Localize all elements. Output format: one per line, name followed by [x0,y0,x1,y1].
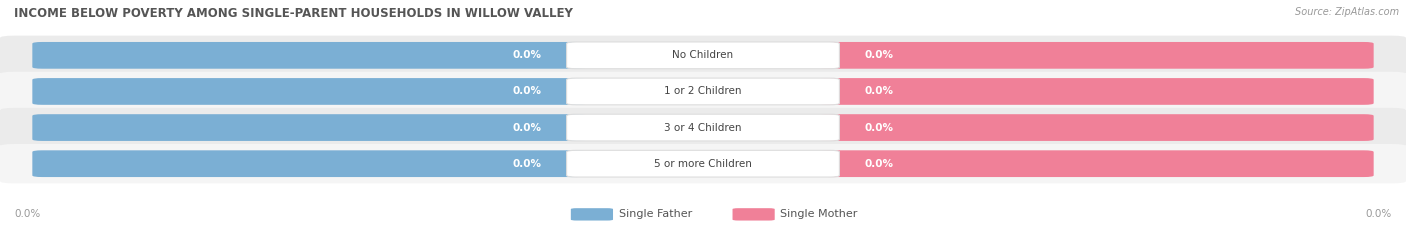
Text: 0.0%: 0.0% [513,50,541,60]
FancyBboxPatch shape [32,150,586,177]
Text: Single Mother: Single Mother [780,209,858,219]
Text: 3 or 4 Children: 3 or 4 Children [664,123,742,133]
FancyBboxPatch shape [820,78,1374,105]
FancyBboxPatch shape [571,208,613,220]
Text: INCOME BELOW POVERTY AMONG SINGLE-PARENT HOUSEHOLDS IN WILLOW VALLEY: INCOME BELOW POVERTY AMONG SINGLE-PARENT… [14,7,572,20]
FancyBboxPatch shape [567,42,839,69]
FancyBboxPatch shape [32,78,586,105]
Text: 0.0%: 0.0% [865,50,893,60]
Text: 0.0%: 0.0% [865,123,893,133]
Text: No Children: No Children [672,50,734,60]
FancyBboxPatch shape [0,144,1406,183]
FancyBboxPatch shape [733,208,775,220]
FancyBboxPatch shape [820,114,1374,141]
FancyBboxPatch shape [820,150,1374,177]
FancyBboxPatch shape [567,150,839,177]
Text: 1 or 2 Children: 1 or 2 Children [664,86,742,96]
Text: 0.0%: 0.0% [14,209,41,219]
Text: 0.0%: 0.0% [865,159,893,169]
Text: 0.0%: 0.0% [513,123,541,133]
FancyBboxPatch shape [32,114,586,141]
Text: 0.0%: 0.0% [513,159,541,169]
Text: Source: ZipAtlas.com: Source: ZipAtlas.com [1295,7,1399,17]
FancyBboxPatch shape [0,36,1406,75]
Text: 5 or more Children: 5 or more Children [654,159,752,169]
Text: 0.0%: 0.0% [1365,209,1392,219]
FancyBboxPatch shape [820,42,1374,69]
FancyBboxPatch shape [567,78,839,105]
FancyBboxPatch shape [0,72,1406,111]
Text: 0.0%: 0.0% [513,86,541,96]
FancyBboxPatch shape [0,108,1406,147]
FancyBboxPatch shape [32,42,586,69]
Text: Single Father: Single Father [619,209,692,219]
FancyBboxPatch shape [567,114,839,141]
Text: 0.0%: 0.0% [865,86,893,96]
